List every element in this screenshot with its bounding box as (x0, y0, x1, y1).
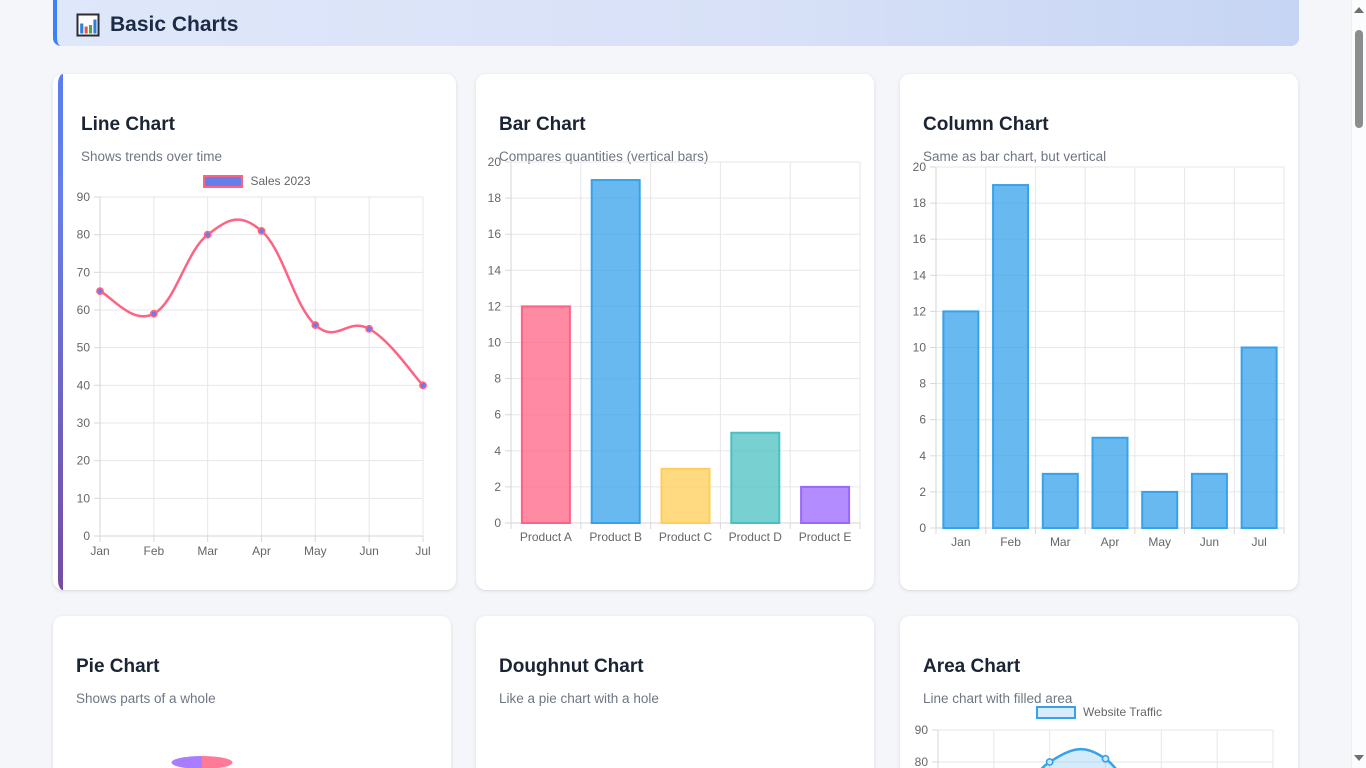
column-chart-canvas[interactable]: 0 2 4 6 8 10 12 14 16 18 20 Jan Feb Mar Apr May Jun Jul (900, 74, 1298, 590)
svg-text:4: 4 (494, 444, 501, 458)
card-subtitle: Shows trends over time (81, 148, 223, 164)
svg-text:14: 14 (488, 263, 502, 277)
bar-chart-icon (76, 13, 100, 37)
svg-text:Mar: Mar (197, 544, 218, 558)
doughnut-chart-canvas[interactable] (476, 616, 874, 768)
card-subtitle: Shows parts of a whole (76, 690, 216, 706)
svg-text:16: 16 (913, 232, 927, 246)
svg-text:10: 10 (77, 491, 91, 505)
svg-text:Product A: Product A (520, 530, 572, 544)
svg-text:Jul: Jul (1251, 535, 1266, 549)
svg-text:12: 12 (488, 299, 502, 313)
card-subtitle: Line chart with filled area (923, 690, 1073, 706)
bar-chart-canvas[interactable]: 0 2 4 6 8 10 12 14 16 18 20 Product A Product B Produ… (476, 74, 874, 590)
chart-card-pie: Pie Chart Shows parts of a whole (53, 616, 451, 768)
svg-text:14: 14 (913, 268, 927, 282)
svg-text:Apr: Apr (252, 544, 271, 558)
page-title: Basic Charts (110, 13, 239, 36)
svg-text:Feb: Feb (1000, 535, 1021, 549)
chart-card-bar: Bar Chart Compares quantities (vertical … (476, 74, 874, 590)
svg-text:Product E: Product E (799, 530, 852, 544)
svg-text:30: 30 (77, 416, 91, 430)
chart-card-column: Column Chart Same as bar chart, but vert… (900, 74, 1298, 590)
svg-text:12: 12 (913, 304, 927, 318)
svg-text:Feb: Feb (143, 544, 164, 558)
up-arrow-icon (1354, 7, 1364, 13)
card-title: Line Chart (81, 113, 175, 135)
svg-text:Mar: Mar (1050, 535, 1071, 549)
card-title: Area Chart (923, 655, 1021, 677)
svg-text:70: 70 (77, 265, 91, 279)
svg-text:80: 80 (915, 755, 929, 768)
svg-text:Product C: Product C (659, 530, 713, 544)
svg-text:8: 8 (494, 372, 501, 386)
svg-text:50: 50 (77, 341, 91, 355)
scroll-up-button[interactable] (1352, 2, 1366, 18)
svg-text:60: 60 (77, 303, 91, 317)
chart-card-area: Area Chart Line chart with filled area W… (900, 616, 1298, 768)
legend[interactable]: Sales 2023 (58, 174, 456, 188)
svg-text:6: 6 (494, 408, 501, 422)
svg-text:May: May (304, 544, 327, 558)
svg-text:Product B: Product B (589, 530, 642, 544)
line-chart-canvas[interactable]: 0 10 20 30 40 50 60 70 80 90 Jan Feb Mar Apr May Jun Jul (58, 74, 456, 590)
svg-text:Jun: Jun (1200, 535, 1219, 549)
svg-text:80: 80 (77, 228, 91, 242)
svg-text:4: 4 (919, 449, 926, 463)
svg-text:40: 40 (77, 378, 91, 392)
svg-text:20: 20 (913, 160, 927, 174)
svg-text:Jul: Jul (415, 544, 430, 558)
scroll-down-button[interactable] (1352, 750, 1366, 766)
legend[interactable]: Website Traffic (900, 705, 1298, 719)
card-accent (58, 74, 63, 590)
svg-text:20: 20 (488, 155, 502, 169)
legend-label: Sales 2023 (250, 174, 311, 188)
legend-swatch (203, 174, 244, 188)
svg-text:20: 20 (77, 454, 91, 468)
card-title: Bar Chart (499, 113, 586, 135)
card-subtitle: Like a pie chart with a hole (499, 690, 659, 706)
svg-text:Jun: Jun (359, 544, 378, 558)
card-title: Column Chart (923, 113, 1049, 135)
svg-text:8: 8 (919, 377, 926, 391)
chart-card-line: Line Chart Shows trends over time Sales … (53, 74, 456, 590)
card-title: Doughnut Chart (499, 655, 644, 677)
svg-text:18: 18 (913, 196, 927, 210)
svg-text:Apr: Apr (1101, 535, 1120, 549)
svg-text:90: 90 (915, 723, 929, 737)
page-header: Basic Charts (53, 0, 1299, 46)
svg-text:Product D: Product D (729, 530, 783, 544)
svg-text:May: May (1148, 535, 1171, 549)
legend-label: Website Traffic (1083, 705, 1162, 719)
svg-text:Jan: Jan (951, 535, 970, 549)
card-title: Pie Chart (76, 655, 160, 677)
svg-text:Jan: Jan (90, 544, 109, 558)
chart-card-doughnut: Doughnut Chart Like a pie chart with a h… (476, 616, 874, 768)
svg-text:16: 16 (488, 227, 502, 241)
pie-chart-canvas[interactable] (53, 616, 451, 768)
svg-text:2: 2 (919, 485, 926, 499)
svg-text:2: 2 (494, 480, 501, 494)
scrollbar[interactable] (1351, 0, 1366, 768)
svg-text:0: 0 (919, 521, 926, 535)
down-arrow-icon (1354, 755, 1364, 761)
scrollbar-thumb[interactable] (1355, 30, 1363, 128)
svg-text:10: 10 (913, 341, 927, 355)
svg-text:10: 10 (488, 336, 502, 350)
card-subtitle: Same as bar chart, but vertical (923, 148, 1107, 164)
svg-text:18: 18 (488, 191, 502, 205)
svg-text:0: 0 (494, 516, 501, 530)
card-subtitle: Compares quantities (vertical bars) (499, 148, 709, 164)
svg-text:0: 0 (83, 529, 90, 543)
legend-swatch (1036, 705, 1077, 719)
svg-text:90: 90 (77, 190, 91, 204)
svg-text:6: 6 (919, 413, 926, 427)
